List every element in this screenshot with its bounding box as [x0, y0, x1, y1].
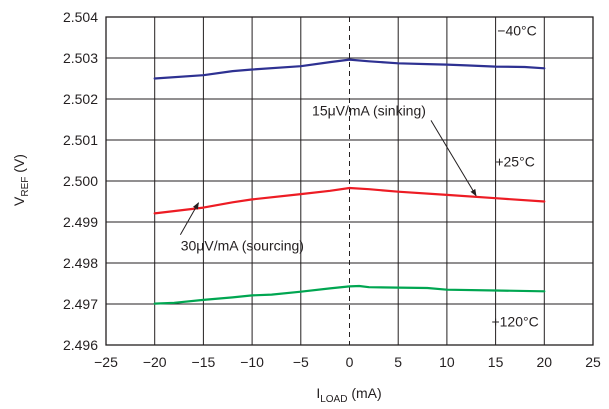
plot-frame: [105, 16, 594, 346]
y-tick-label: 2.504: [63, 9, 98, 25]
x-tick-label: 5: [394, 354, 402, 370]
series-line: [153, 186, 546, 215]
y-tick-label: 2.503: [63, 50, 98, 66]
annotations: −40°C +25°C +120°C 15μV/mA (sinking) 30μV/mA…: [179, 22, 539, 330]
y-tick-label: 2.496: [63, 337, 98, 353]
y-tick-label: 2.498: [63, 255, 98, 271]
x-tick-label: −20: [143, 354, 167, 370]
y-tick-label: 2.497: [63, 296, 98, 312]
slope-annotation: 30μV/mA (sourcing): [181, 238, 304, 254]
x-axis-label: ILOAD (mA): [316, 385, 381, 405]
annotation-arrow: [179, 202, 199, 235]
series-lines: [153, 58, 546, 305]
x-tick-label: 15: [488, 354, 504, 370]
annotation-arrow: [430, 120, 477, 197]
plot-border: [105, 16, 594, 346]
tick-labels: −25 −20 −15 −10 −5 0 5 10 15 20 25 2.496 2.497 2.498 2…: [63, 9, 601, 370]
x-tick-label: 10: [439, 354, 455, 370]
slope-annotation: 15μV/mA (sinking): [312, 102, 426, 118]
y-axis-label: VREF (V): [11, 154, 31, 206]
x-tick-label: 25: [585, 354, 601, 370]
series-label: +120°C: [491, 314, 538, 330]
y-tick-label: 2.500: [63, 173, 98, 189]
y-tick-label: 2.501: [63, 132, 98, 148]
y-tick-label: 2.502: [63, 91, 98, 107]
y-tick-label: 2.499: [63, 214, 98, 230]
x-tick-label: 20: [537, 354, 553, 370]
x-tick-label: 0: [346, 354, 354, 370]
series-label: +25°C: [495, 154, 534, 170]
series-line: [153, 58, 546, 80]
series-line: [153, 284, 546, 305]
x-tick-label: −15: [192, 354, 216, 370]
x-tick-label: −5: [293, 354, 309, 370]
x-tick-label: −25: [94, 354, 118, 370]
x-tick-label: −10: [240, 354, 264, 370]
series-label: −40°C: [497, 22, 536, 38]
